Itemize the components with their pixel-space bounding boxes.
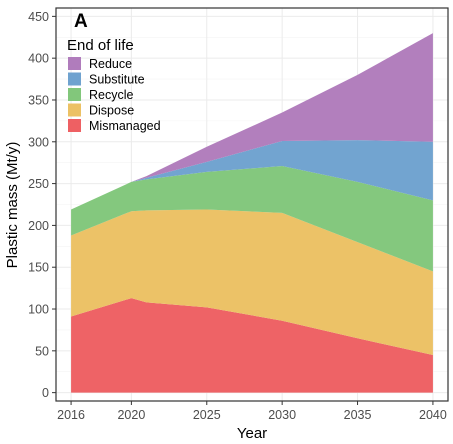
area-substitute bbox=[71, 140, 433, 210]
y-tick-label-400: 400 bbox=[28, 52, 49, 66]
y-tick-label-350: 350 bbox=[28, 93, 49, 107]
x-tick-label-2030: 2030 bbox=[268, 408, 296, 422]
x-tick-label-2025: 2025 bbox=[193, 408, 221, 422]
legend-key-mismanaged bbox=[68, 119, 81, 132]
legend-title: End of life bbox=[67, 37, 134, 54]
y-tick-label-450: 450 bbox=[28, 10, 49, 24]
legend-key-substitute bbox=[68, 72, 81, 86]
y-tick-label-100: 100 bbox=[28, 303, 49, 317]
x-tick-label-2020: 2020 bbox=[117, 408, 145, 422]
y-tick-label-250: 250 bbox=[28, 177, 49, 191]
y-tick-label-50: 50 bbox=[35, 344, 49, 358]
axes: 0 50 100 150 200 250 300 350 400 450 2016 2020 2025 2… bbox=[28, 10, 447, 422]
legend-key-reduce bbox=[68, 57, 81, 70]
stacked-areas bbox=[71, 33, 433, 393]
y-tick-label-150: 150 bbox=[28, 261, 49, 275]
y-tick-label-0: 0 bbox=[42, 386, 49, 400]
x-tick-label-2035: 2035 bbox=[344, 408, 372, 422]
legend-key-dispose bbox=[68, 103, 81, 117]
x-tick-label-2040: 2040 bbox=[419, 408, 447, 422]
legend-label-dispose: Dispose bbox=[89, 104, 134, 118]
area-recycle bbox=[71, 166, 433, 272]
area-mismanaged bbox=[71, 298, 433, 393]
y-tick-label-300: 300 bbox=[28, 135, 49, 149]
legend-label-recycle: Recycle bbox=[89, 88, 134, 102]
x-tick-label-2016: 2016 bbox=[57, 408, 85, 422]
x-axis-title: Year bbox=[237, 425, 267, 442]
area-reduce bbox=[71, 33, 433, 210]
legend-key-recycle bbox=[68, 88, 81, 101]
legend-label-substitute: Substitute bbox=[89, 73, 145, 87]
panel-border bbox=[55, 7, 449, 402]
y-axis-title: Plastic mass (Mt/y) bbox=[4, 142, 21, 269]
area-dispose bbox=[71, 209, 433, 356]
y-tick-label-200: 200 bbox=[28, 219, 49, 233]
legend-label-mismanaged: Mismanaged bbox=[89, 119, 161, 133]
panel-label: A bbox=[74, 11, 88, 32]
legend-label-reduce: Reduce bbox=[89, 57, 132, 71]
